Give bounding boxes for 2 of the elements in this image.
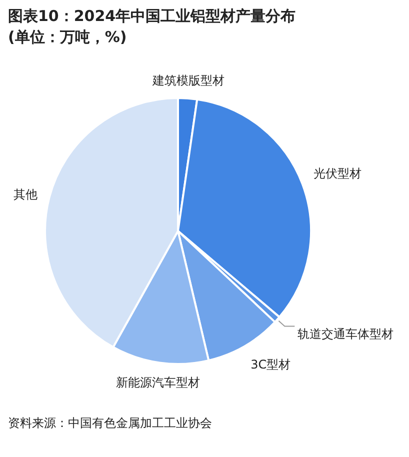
chart-title: 图表10：2024年中国工业铝型材产量分布(单位：万吨，%) xyxy=(8,6,297,48)
text: 资料来源：中国有色金属加工工业协会 xyxy=(8,415,212,432)
